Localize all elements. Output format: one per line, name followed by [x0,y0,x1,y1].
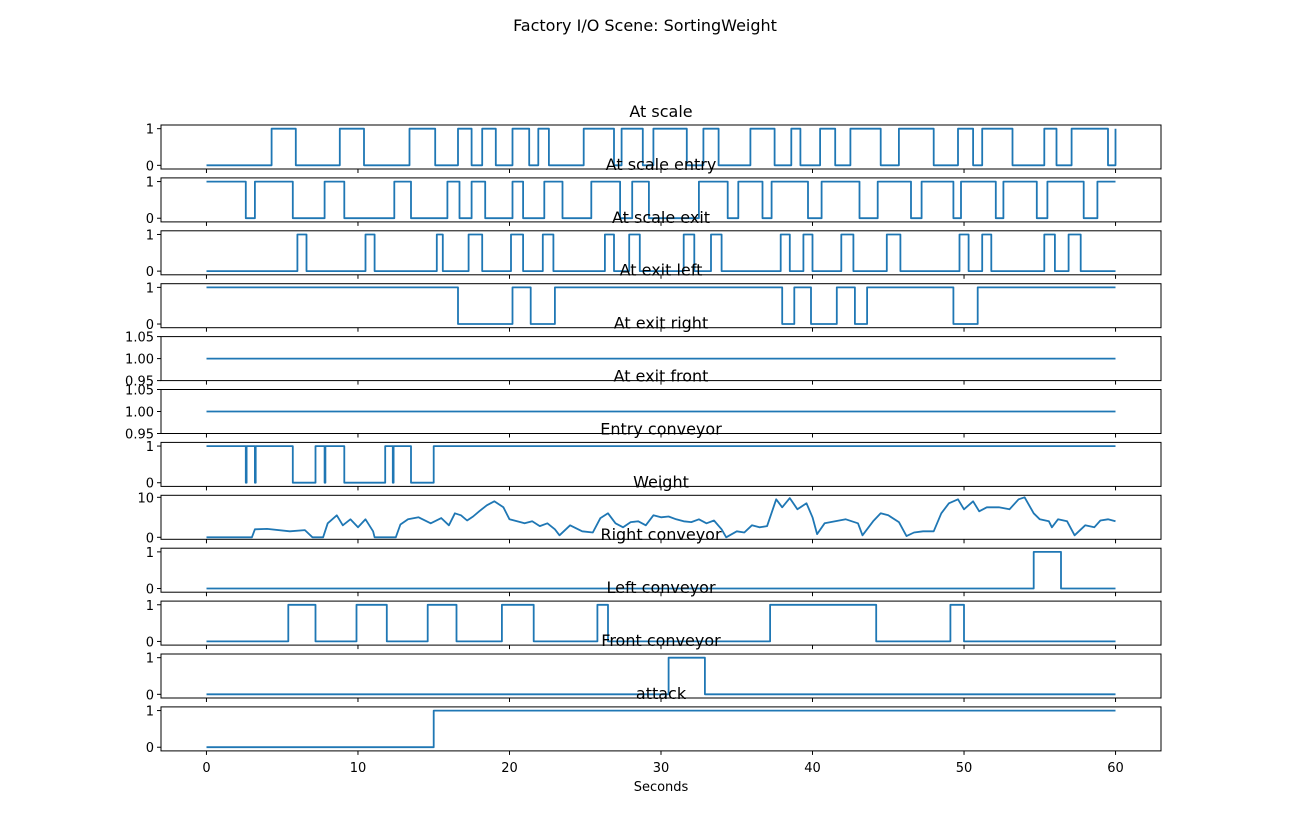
x-tick-label: 40 [804,761,821,776]
x-tick-label: 0 [202,761,210,776]
subplot-panel: attack 0 1 [146,684,1162,756]
subplot-panel: Front conveyor 0 1 [146,631,1162,703]
panel-title: Entry conveyor [600,419,722,438]
panel-title: At exit left [620,261,703,280]
y-tick-label: 0 [146,741,154,756]
series-line [206,127,1117,167]
series-line [206,180,1116,220]
y-tick-label: 0.95 [125,428,154,443]
y-tick-label: 0 [146,477,154,492]
y-tick-label: 1 [146,440,154,455]
x-tick-label: 20 [501,761,518,776]
y-tick-label: 1.05 [125,384,154,399]
series-line [206,233,1116,273]
y-tick-label: 0 [146,212,154,227]
y-tick-label: 1 [146,228,154,243]
panel-title: At scale entry [606,155,717,174]
series-line [206,603,1116,643]
figure-suptitle: Factory I/O Scene: SortingWeight [513,16,777,35]
series-line [206,656,1116,696]
y-tick-label: 1 [146,123,154,138]
y-tick-label: 1.00 [125,406,154,421]
panel-title: Weight [633,472,689,491]
panel-title: Right conveyor [600,525,722,544]
x-tick-label: 10 [350,761,367,776]
y-tick-label: 0 [146,688,154,703]
x-tick-label: 30 [653,761,670,776]
y-tick-label: 1 [146,176,154,191]
y-tick-label: 0 [146,159,154,174]
panel-title: Left conveyor [606,578,715,597]
subplot-panel: At scale entry 0 1 [146,155,1162,227]
y-tick-label: 0 [146,318,154,333]
panel-title: At scale exit [612,208,710,227]
subplot-panel: At exit right 0.95 1.00 1.05 [125,314,1162,390]
panel-frame [160,706,1162,752]
x-axis-label: Seconds [634,780,689,795]
y-tick-label: 0 [146,583,154,598]
series-line [206,551,1116,590]
y-tick-label: 0 [146,265,154,280]
series-line [206,496,1116,539]
subplot-panel: At exit front 0.95 1.00 1.05 [125,367,1162,443]
series-line [206,709,1116,749]
y-tick-label: 1 [146,281,154,296]
y-tick-label: 1 [146,705,154,720]
y-tick-label: 0 [146,635,154,650]
panel-title: At scale [629,102,692,121]
subplot-panel: Entry conveyor 0 1 [146,419,1162,492]
x-tick-label: 50 [956,761,973,776]
y-tick-label: 1 [146,652,154,667]
panel-title: At exit front [614,367,709,386]
panel-title: attack [636,684,687,703]
panel-title: Front conveyor [601,631,721,650]
y-tick-label: 10 [137,491,154,506]
y-tick-label: 0 [146,531,154,546]
y-tick-label: 0.95 [125,375,154,390]
y-tick-label: 1.00 [125,353,154,368]
x-tick-label: 60 [1107,761,1124,776]
series-line [206,286,1116,325]
subplot-panel: At scale 0 1 [146,102,1162,174]
y-tick-label: 1 [146,546,154,561]
y-tick-label: 1 [146,599,154,614]
panel-title: At exit right [614,314,708,333]
y-tick-label: 1.05 [125,331,154,346]
x-axis: 0 10 20 30 40 50 60 [202,761,1124,776]
series-line [206,445,1116,484]
